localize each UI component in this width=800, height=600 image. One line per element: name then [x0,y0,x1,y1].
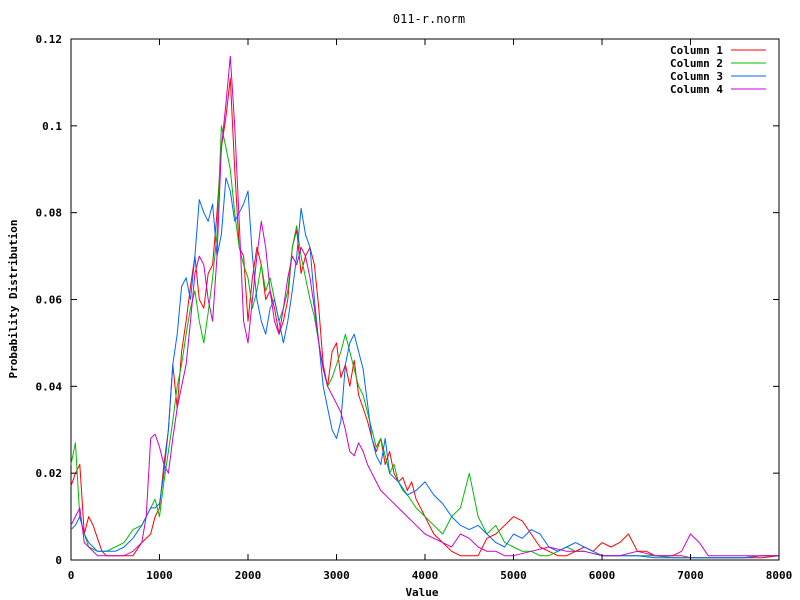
y-tick-label: 0.06 [36,294,63,307]
x-tick-label: 5000 [500,569,527,582]
y-tick-label: 0.04 [36,380,63,393]
x-tick-label: 1000 [146,569,173,582]
x-tick-label: 3000 [323,569,350,582]
y-tick-label: 0 [55,554,62,567]
series-layer [70,55,780,559]
y-tick-label: 0.12 [36,33,63,46]
x-tick-label: 7000 [677,569,704,582]
legend-label-column-4: Column 4 [670,83,723,96]
legend-label-column-3: Column 3 [670,70,723,83]
x-tick-label: 0 [68,569,75,582]
legend-label-column-2: Column 2 [670,57,723,70]
y-tick-label: 0.02 [36,467,63,480]
y-tick-label: 0.08 [36,207,63,220]
chart-title: 011-r.norm [393,12,465,26]
x-tick-label: 6000 [589,569,616,582]
x-axis-label: Value [405,586,438,599]
x-tick-label: 8000 [766,569,793,582]
y-axis-label: Probability Distribution [7,220,20,379]
x-tick-label: 2000 [235,569,262,582]
series-line-column-3 [70,177,779,559]
x-axis: 0 1000 2000 3000 4000 5000 6000 7000 8000 [68,39,793,582]
series-line-column-1 [70,77,780,559]
y-axis: 0 0.02 0.04 0.06 0.08 0.1 0.12 [36,33,779,567]
x-tick-label: 4000 [412,569,439,582]
series-line-column-4 [70,55,779,557]
y-tick-label: 0.1 [42,120,62,133]
series-line-column-2 [70,125,779,559]
legend-label-column-1: Column 1 [670,44,723,57]
